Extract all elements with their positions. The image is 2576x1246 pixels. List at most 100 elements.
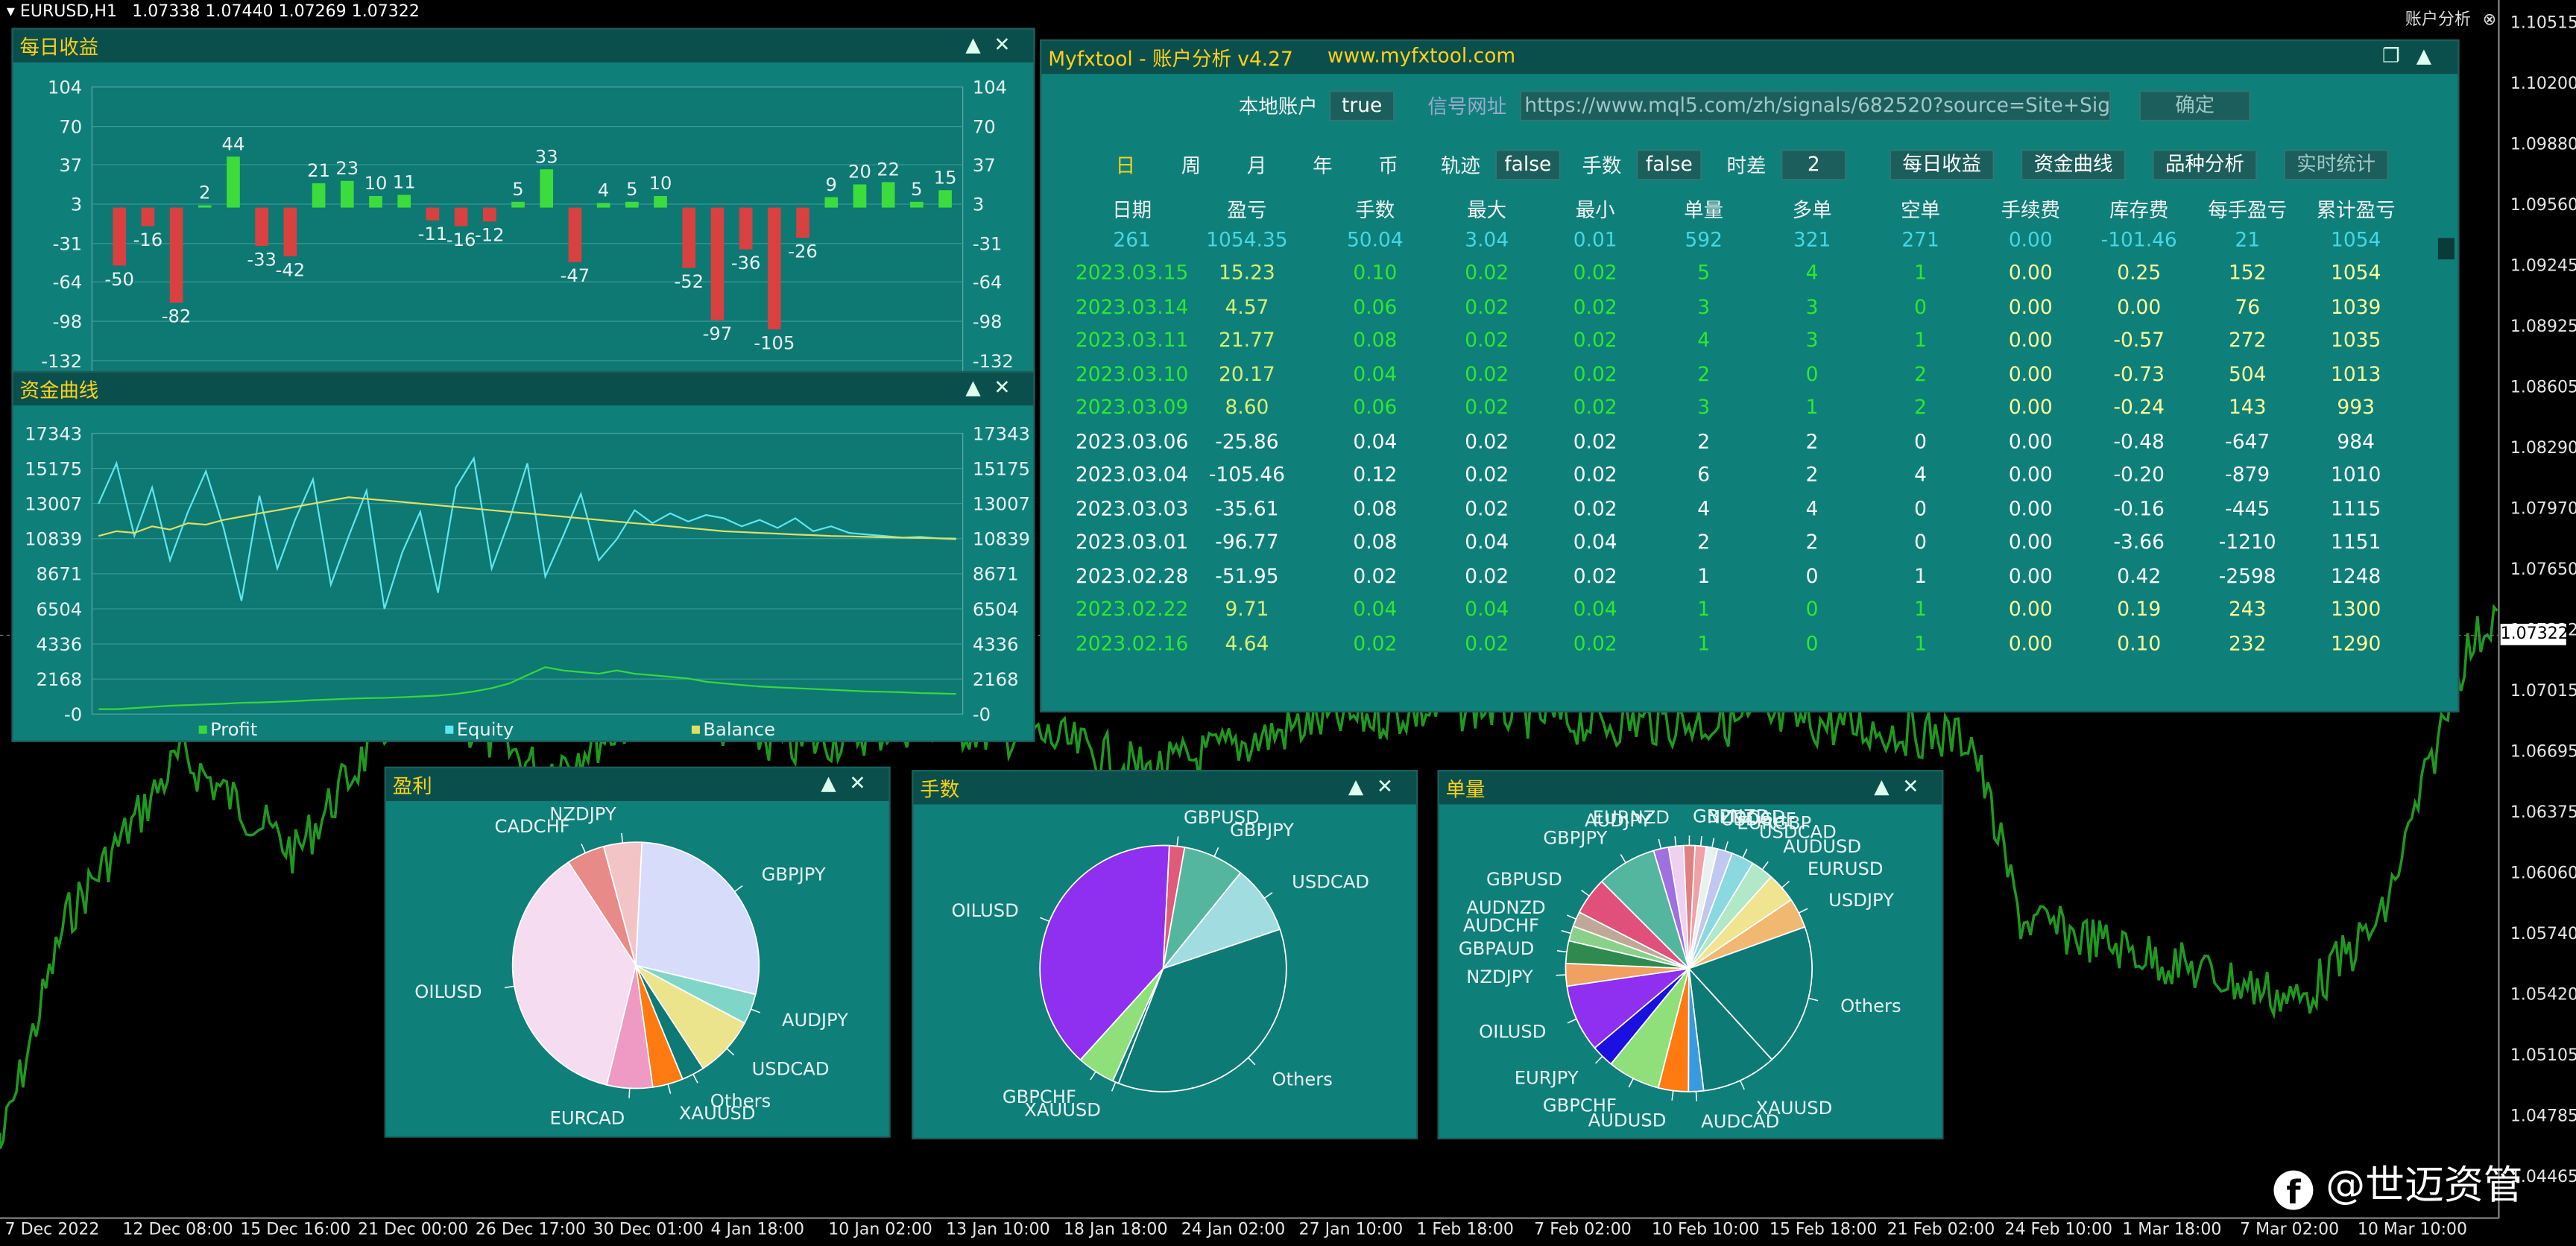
action-button[interactable]: 资金曲线 bbox=[2021, 149, 2127, 181]
table-cell: 1035 bbox=[2330, 328, 2381, 352]
table-row[interactable]: 2023.03.11 21.77 0.08 0.02 0.02 4 3 1 0.00 -0.57 2… bbox=[1041, 329, 2421, 358]
table-cell: 1 bbox=[1914, 631, 1927, 654]
period-tab[interactable]: 月 bbox=[1246, 154, 1267, 177]
pie-label: CADCHF bbox=[495, 816, 570, 837]
price-tick-label: 1.05105 bbox=[2510, 1047, 2576, 1066]
table-cell: 0.10 bbox=[1353, 261, 1398, 285]
close-icon[interactable]: ✕ bbox=[994, 33, 1024, 56]
action-button[interactable]: 品种分析 bbox=[2152, 149, 2258, 181]
table-cell: 0.08 bbox=[1353, 496, 1398, 520]
y-tick-label: -0 bbox=[64, 704, 82, 725]
close-icon[interactable]: ✕ bbox=[849, 771, 880, 795]
time-tick-label: 4 Jan 18:00 bbox=[710, 1221, 805, 1240]
pie-leader-line bbox=[1581, 889, 1590, 896]
bar bbox=[454, 207, 468, 227]
scrollbar-thumb[interactable] bbox=[2437, 238, 2455, 260]
time-tick-label: 15 Feb 18:00 bbox=[1769, 1221, 1878, 1240]
bar-value-label: 5 bbox=[626, 179, 637, 200]
table-row[interactable]: 2023.02.16 4.64 0.02 0.02 0.02 1 0 1 0.00 0.10 232… bbox=[1041, 631, 2421, 661]
period-tab[interactable]: 年 bbox=[1313, 154, 1333, 177]
track-label: 轨迹 bbox=[1440, 154, 1480, 177]
track-toggle[interactable]: false bbox=[1494, 149, 1561, 181]
account-analysis-label: 账户分析 bbox=[2405, 11, 2471, 30]
close-circle-icon[interactable]: ⊗ bbox=[2482, 11, 2497, 30]
bar-value-label: 4 bbox=[598, 180, 609, 201]
count-pie-panel: 单量 ▲✕ NZDCAD USDCHF EURGBP USDCAD AUDUSD EURU… bbox=[1437, 770, 1944, 1139]
menu-triangle-icon[interactable]: ▾ bbox=[6, 3, 15, 22]
table-cell: 4 bbox=[1914, 463, 1927, 487]
table-row[interactable]: 2023.03.03 -35.61 0.08 0.02 0.02 4 4 0 0.00 -0.16… bbox=[1041, 496, 2421, 526]
table-row[interactable]: 2023.03.09 8.60 0.06 0.02 0.02 3 1 2 0.00 -0.24 14… bbox=[1041, 396, 2421, 426]
panel-title-bar[interactable]: 每日收益 ▲✕ bbox=[13, 29, 1034, 63]
table-cell: 3 bbox=[1805, 328, 1819, 352]
table-row[interactable]: 2023.02.28 -51.95 0.02 0.02 0.02 1 0 1 0.00 0.42 -… bbox=[1041, 564, 2421, 594]
table-row[interactable]: 2023.03.15 15.23 0.10 0.02 0.02 5 4 1 0.00 0.25 15… bbox=[1041, 261, 2421, 291]
time-tick-label: 7 Mar 02:00 bbox=[2240, 1221, 2340, 1240]
pie-leader-line bbox=[1567, 914, 1576, 920]
table-cell: 0.00 bbox=[2008, 261, 2053, 285]
table-cell: -35.61 bbox=[1215, 496, 1279, 520]
bar-value-label: 10 bbox=[649, 173, 672, 194]
action-button[interactable]: 实时统计 bbox=[2283, 149, 2389, 181]
minimize-icon[interactable]: ▲ bbox=[965, 376, 994, 399]
bar-value-label: 44 bbox=[222, 133, 245, 154]
y-tick-label-right: -64 bbox=[973, 272, 1003, 293]
panel-title-bar[interactable]: 盈利 ▲✕ bbox=[385, 768, 889, 802]
table-row[interactable]: 2023.02.22 9.71 0.04 0.04 0.04 1 0 1 0.00 0.19 243… bbox=[1041, 598, 2421, 627]
pie-label: USDCAD bbox=[1759, 821, 1837, 842]
table-cell: 272 bbox=[2228, 328, 2267, 352]
panel-title-bar[interactable]: 单量 ▲✕ bbox=[1439, 771, 1942, 805]
period-tab[interactable]: 日 bbox=[1115, 154, 1136, 177]
current-price-tag: 1.07322 bbox=[2500, 624, 2569, 645]
price-tick-label: 1.06375 bbox=[2510, 804, 2576, 823]
timezone-input[interactable]: 2 bbox=[1781, 149, 1847, 181]
close-icon[interactable]: ✕ bbox=[994, 376, 1024, 399]
table-cell: 21.77 bbox=[1219, 328, 1275, 352]
minimize-icon[interactable]: ▲ bbox=[1348, 774, 1377, 798]
series-line-equity bbox=[98, 455, 956, 610]
period-tab[interactable]: 周 bbox=[1181, 154, 1202, 177]
chart-symbol-header: ▾ EURUSD,H1 1.07338 1.07440 1.07269 1.07… bbox=[7, 3, 420, 21]
timezone-label: 时差 bbox=[1726, 154, 1767, 177]
minimize-icon[interactable]: ▲ bbox=[1874, 774, 1903, 798]
table-cell: 4 bbox=[1805, 496, 1819, 520]
price-tick-label: 1.10515 bbox=[2510, 14, 2576, 34]
y-tick-label-right: 3 bbox=[973, 195, 984, 215]
minimize-icon[interactable]: ▲ bbox=[821, 771, 850, 795]
analysis-title-bar[interactable]: Myfxtool - 账户分析 v4.27 www.myfxtool.com ❐… bbox=[1041, 41, 2458, 75]
local-account-toggle[interactable]: true bbox=[1329, 90, 1395, 122]
table-cell: 4 bbox=[1805, 261, 1819, 285]
website-link[interactable]: www.myfxtool.com bbox=[1327, 44, 1516, 68]
table-row[interactable]: 2023.03.04 -105.46 0.12 0.02 0.02 6 2 4 0.00 -0.2… bbox=[1041, 463, 2421, 493]
period-tab[interactable]: 币 bbox=[1378, 154, 1398, 177]
signal-url-input[interactable]: https://www.mql5.com/zh/signals/682520?s… bbox=[1519, 90, 2112, 122]
panel-title-bar[interactable]: 资金曲线 ▲✕ bbox=[13, 373, 1034, 406]
table-cell: 0.00 bbox=[2008, 563, 2053, 587]
minimize-icon[interactable]: ▲ bbox=[965, 33, 994, 56]
minimize-icon[interactable]: ▲ bbox=[2416, 44, 2449, 68]
time-tick-label: 1 Mar 18:00 bbox=[2122, 1221, 2222, 1240]
table-row[interactable]: 2023.03.10 20.17 0.04 0.02 0.02 2 0 2 0.00 -0.73 5… bbox=[1041, 362, 2421, 392]
close-icon[interactable]: ✕ bbox=[1376, 774, 1407, 798]
confirm-button[interactable]: 确定 bbox=[2138, 90, 2251, 122]
summary-cell: 1054 bbox=[2330, 228, 2381, 252]
close-icon[interactable]: ✕ bbox=[1902, 774, 1933, 798]
y-tick-label: -132 bbox=[41, 351, 82, 372]
table-cell: 1013 bbox=[2330, 361, 2381, 385]
table-row[interactable]: 2023.03.01 -96.77 0.08 0.04 0.04 2 2 0 0.00 -3.66… bbox=[1041, 531, 2421, 560]
table-cell: 1300 bbox=[2330, 597, 2381, 621]
table-cell: 0 bbox=[1914, 496, 1927, 520]
table-cell: 0.06 bbox=[1353, 294, 1398, 318]
table-cell: -2598 bbox=[2218, 563, 2276, 587]
panel-title-bar[interactable]: 手数 ▲✕ bbox=[913, 771, 1416, 805]
lots-toggle[interactable]: false bbox=[1636, 149, 1702, 181]
y-tick-label-right: -98 bbox=[973, 312, 1003, 332]
table-cell: 15.23 bbox=[1219, 261, 1275, 285]
table-cell: 0.00 bbox=[2008, 631, 2053, 654]
table-row[interactable]: 2023.03.14 4.57 0.06 0.02 0.02 3 3 0 0.00 0.00 76 1… bbox=[1041, 294, 2421, 324]
table-row[interactable]: 2023.03.06 -25.86 0.04 0.02 0.02 2 2 0 0.00 -0.48… bbox=[1041, 429, 2421, 459]
analysis-panel: Myfxtool - 账户分析 v4.27 www.myfxtool.com ❐… bbox=[1040, 39, 2460, 713]
restore-icon[interactable]: ❐ bbox=[2381, 44, 2416, 68]
action-button[interactable]: 每日收益 bbox=[1889, 149, 1995, 181]
summary-cell: -101.46 bbox=[2100, 228, 2177, 252]
